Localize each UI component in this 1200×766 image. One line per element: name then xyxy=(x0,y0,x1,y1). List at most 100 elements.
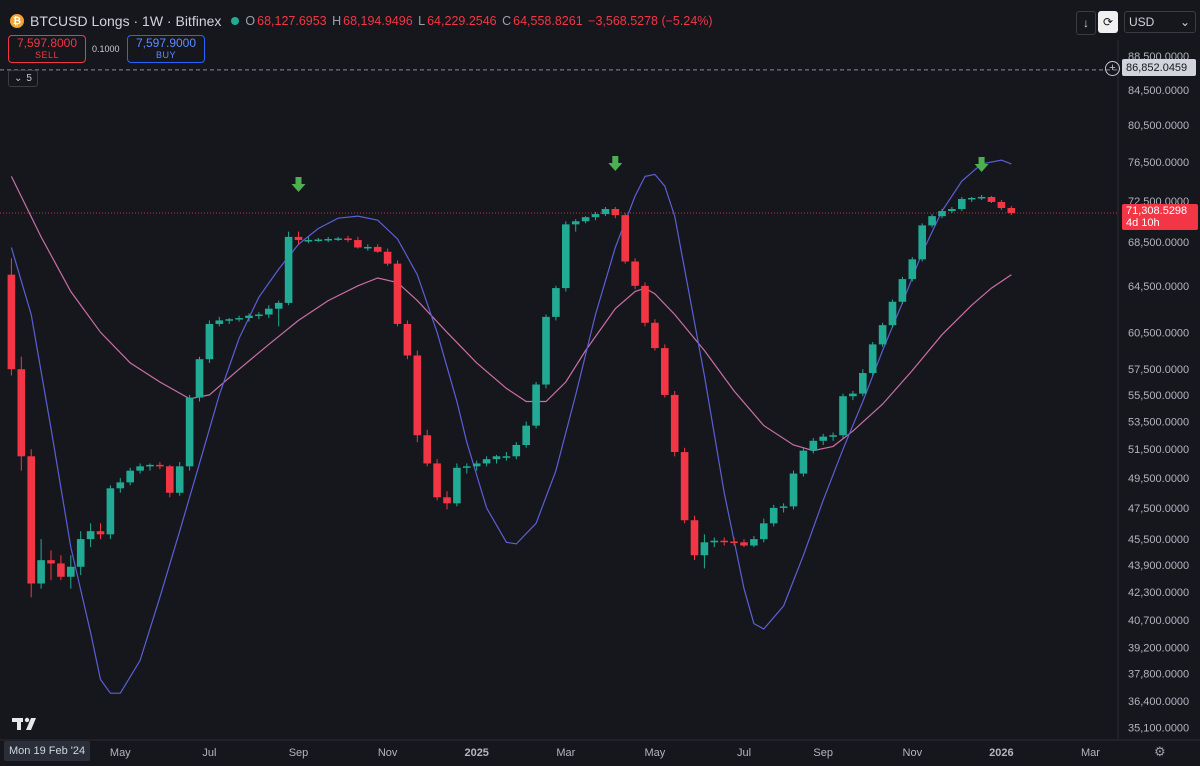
spread-value: 0.1000 xyxy=(92,44,120,54)
candle xyxy=(284,231,293,306)
candle xyxy=(354,236,362,249)
candle-body xyxy=(205,323,214,360)
candle xyxy=(799,447,808,477)
candle-body xyxy=(284,236,293,303)
candle-body xyxy=(928,216,936,226)
candle-body xyxy=(720,540,728,543)
candle xyxy=(225,318,233,324)
symbol-title[interactable]: BTCUSD Longs · 1W · Bitfinex xyxy=(30,13,222,29)
cycle-line xyxy=(10,159,1012,694)
candle xyxy=(294,231,303,245)
candle xyxy=(166,464,174,498)
sync-button[interactable]: ⟳ xyxy=(1098,11,1118,33)
candle-body xyxy=(156,464,164,467)
candle xyxy=(86,523,95,548)
candle xyxy=(601,206,610,217)
candle xyxy=(928,214,936,228)
close-label: C xyxy=(502,14,512,28)
candle xyxy=(245,313,253,322)
candle-body xyxy=(819,436,827,441)
x-tick-label: Nov xyxy=(903,747,923,759)
candle-body xyxy=(918,225,926,260)
candle xyxy=(265,305,273,319)
download-button[interactable]: ↓ xyxy=(1076,11,1096,35)
candle xyxy=(1007,205,1016,216)
candle xyxy=(453,463,461,507)
candle-body xyxy=(591,214,600,218)
candle xyxy=(581,216,590,224)
candle-body xyxy=(443,497,451,504)
tradingview-logo-icon[interactable] xyxy=(12,716,40,732)
arrow-down-icon: ↓ xyxy=(1083,16,1089,30)
candle xyxy=(878,322,887,347)
y-tick-label: 51,500.0000 xyxy=(1128,444,1189,456)
candle xyxy=(205,320,214,363)
y-tick-label: 53,500.0000 xyxy=(1128,417,1189,429)
sync-icon: ⟳ xyxy=(1102,15,1114,29)
change-value: −3,568.5278 (−5.24%) xyxy=(588,14,713,28)
bitcoin-logo-icon: ₿ xyxy=(10,14,24,28)
close-value: 64,558.8261 xyxy=(513,14,583,28)
buy-button[interactable]: 7,597.9000 BUY xyxy=(127,35,205,63)
indicators-count: 5 xyxy=(26,73,32,84)
candle xyxy=(829,432,837,441)
candle xyxy=(383,248,392,266)
indicators-toggle[interactable]: ⌄ 5 xyxy=(8,70,38,87)
symbol-header: ₿ BTCUSD Longs · 1W · Bitfinex O 68,127.6… xyxy=(0,8,715,34)
moving-average-line xyxy=(10,176,1012,452)
candle-body xyxy=(126,470,134,483)
candle xyxy=(631,258,639,290)
market-status-dot-icon xyxy=(231,17,240,25)
candle-body xyxy=(423,435,431,464)
buy-price: 7,597.9000 xyxy=(135,36,197,50)
candle-body xyxy=(314,239,323,242)
candle xyxy=(868,341,877,376)
gear-icon[interactable]: ⚙ xyxy=(1154,744,1166,759)
candle-body xyxy=(7,274,16,370)
buy-label: BUY xyxy=(155,50,176,60)
candle xyxy=(373,244,382,253)
last-price-tag: 71,308.5298 4d 10h xyxy=(1122,204,1198,230)
candle xyxy=(423,429,431,467)
sell-button[interactable]: 7,597.8000 SELL xyxy=(8,35,86,63)
currency-select[interactable]: USD ⌄ xyxy=(1124,11,1196,33)
candle xyxy=(37,539,45,589)
candle-body xyxy=(324,238,332,241)
candle xyxy=(552,285,560,321)
candle-body xyxy=(829,435,837,437)
candle xyxy=(997,199,1006,211)
candle xyxy=(324,236,332,243)
candle-body xyxy=(235,318,243,320)
cycle-line-group xyxy=(10,159,1012,694)
plus-icon[interactable]: + xyxy=(1105,61,1120,76)
candle xyxy=(106,485,115,540)
open-label: O xyxy=(245,14,256,28)
candle-body xyxy=(958,198,966,210)
candle-body xyxy=(47,560,55,564)
candle-body xyxy=(680,452,689,521)
y-tick-label: 80,500.0000 xyxy=(1128,120,1189,132)
candle-body xyxy=(740,542,748,546)
x-tick-label: May xyxy=(110,747,131,759)
candle xyxy=(769,504,778,527)
candle xyxy=(621,213,629,264)
crosshair-date-label: Mon 19 Feb '24 xyxy=(4,741,91,761)
candle-body xyxy=(670,394,679,453)
signal-arrow-down-icon xyxy=(291,177,306,192)
candle xyxy=(918,223,926,262)
candle xyxy=(57,555,65,581)
candle-body xyxy=(760,523,768,540)
candle xyxy=(413,350,422,443)
candle-body xyxy=(492,456,501,460)
candle xyxy=(47,550,55,581)
candle-body xyxy=(334,238,342,240)
x-tick-label: 2025 xyxy=(464,747,488,759)
x-tick-label: Jul xyxy=(202,747,216,759)
y-tick-label: 45,500.0000 xyxy=(1128,534,1189,546)
candle xyxy=(967,196,976,202)
candle-body xyxy=(967,197,976,200)
candle-body xyxy=(17,369,26,457)
candle-body xyxy=(403,323,412,356)
candle-body xyxy=(948,209,956,212)
